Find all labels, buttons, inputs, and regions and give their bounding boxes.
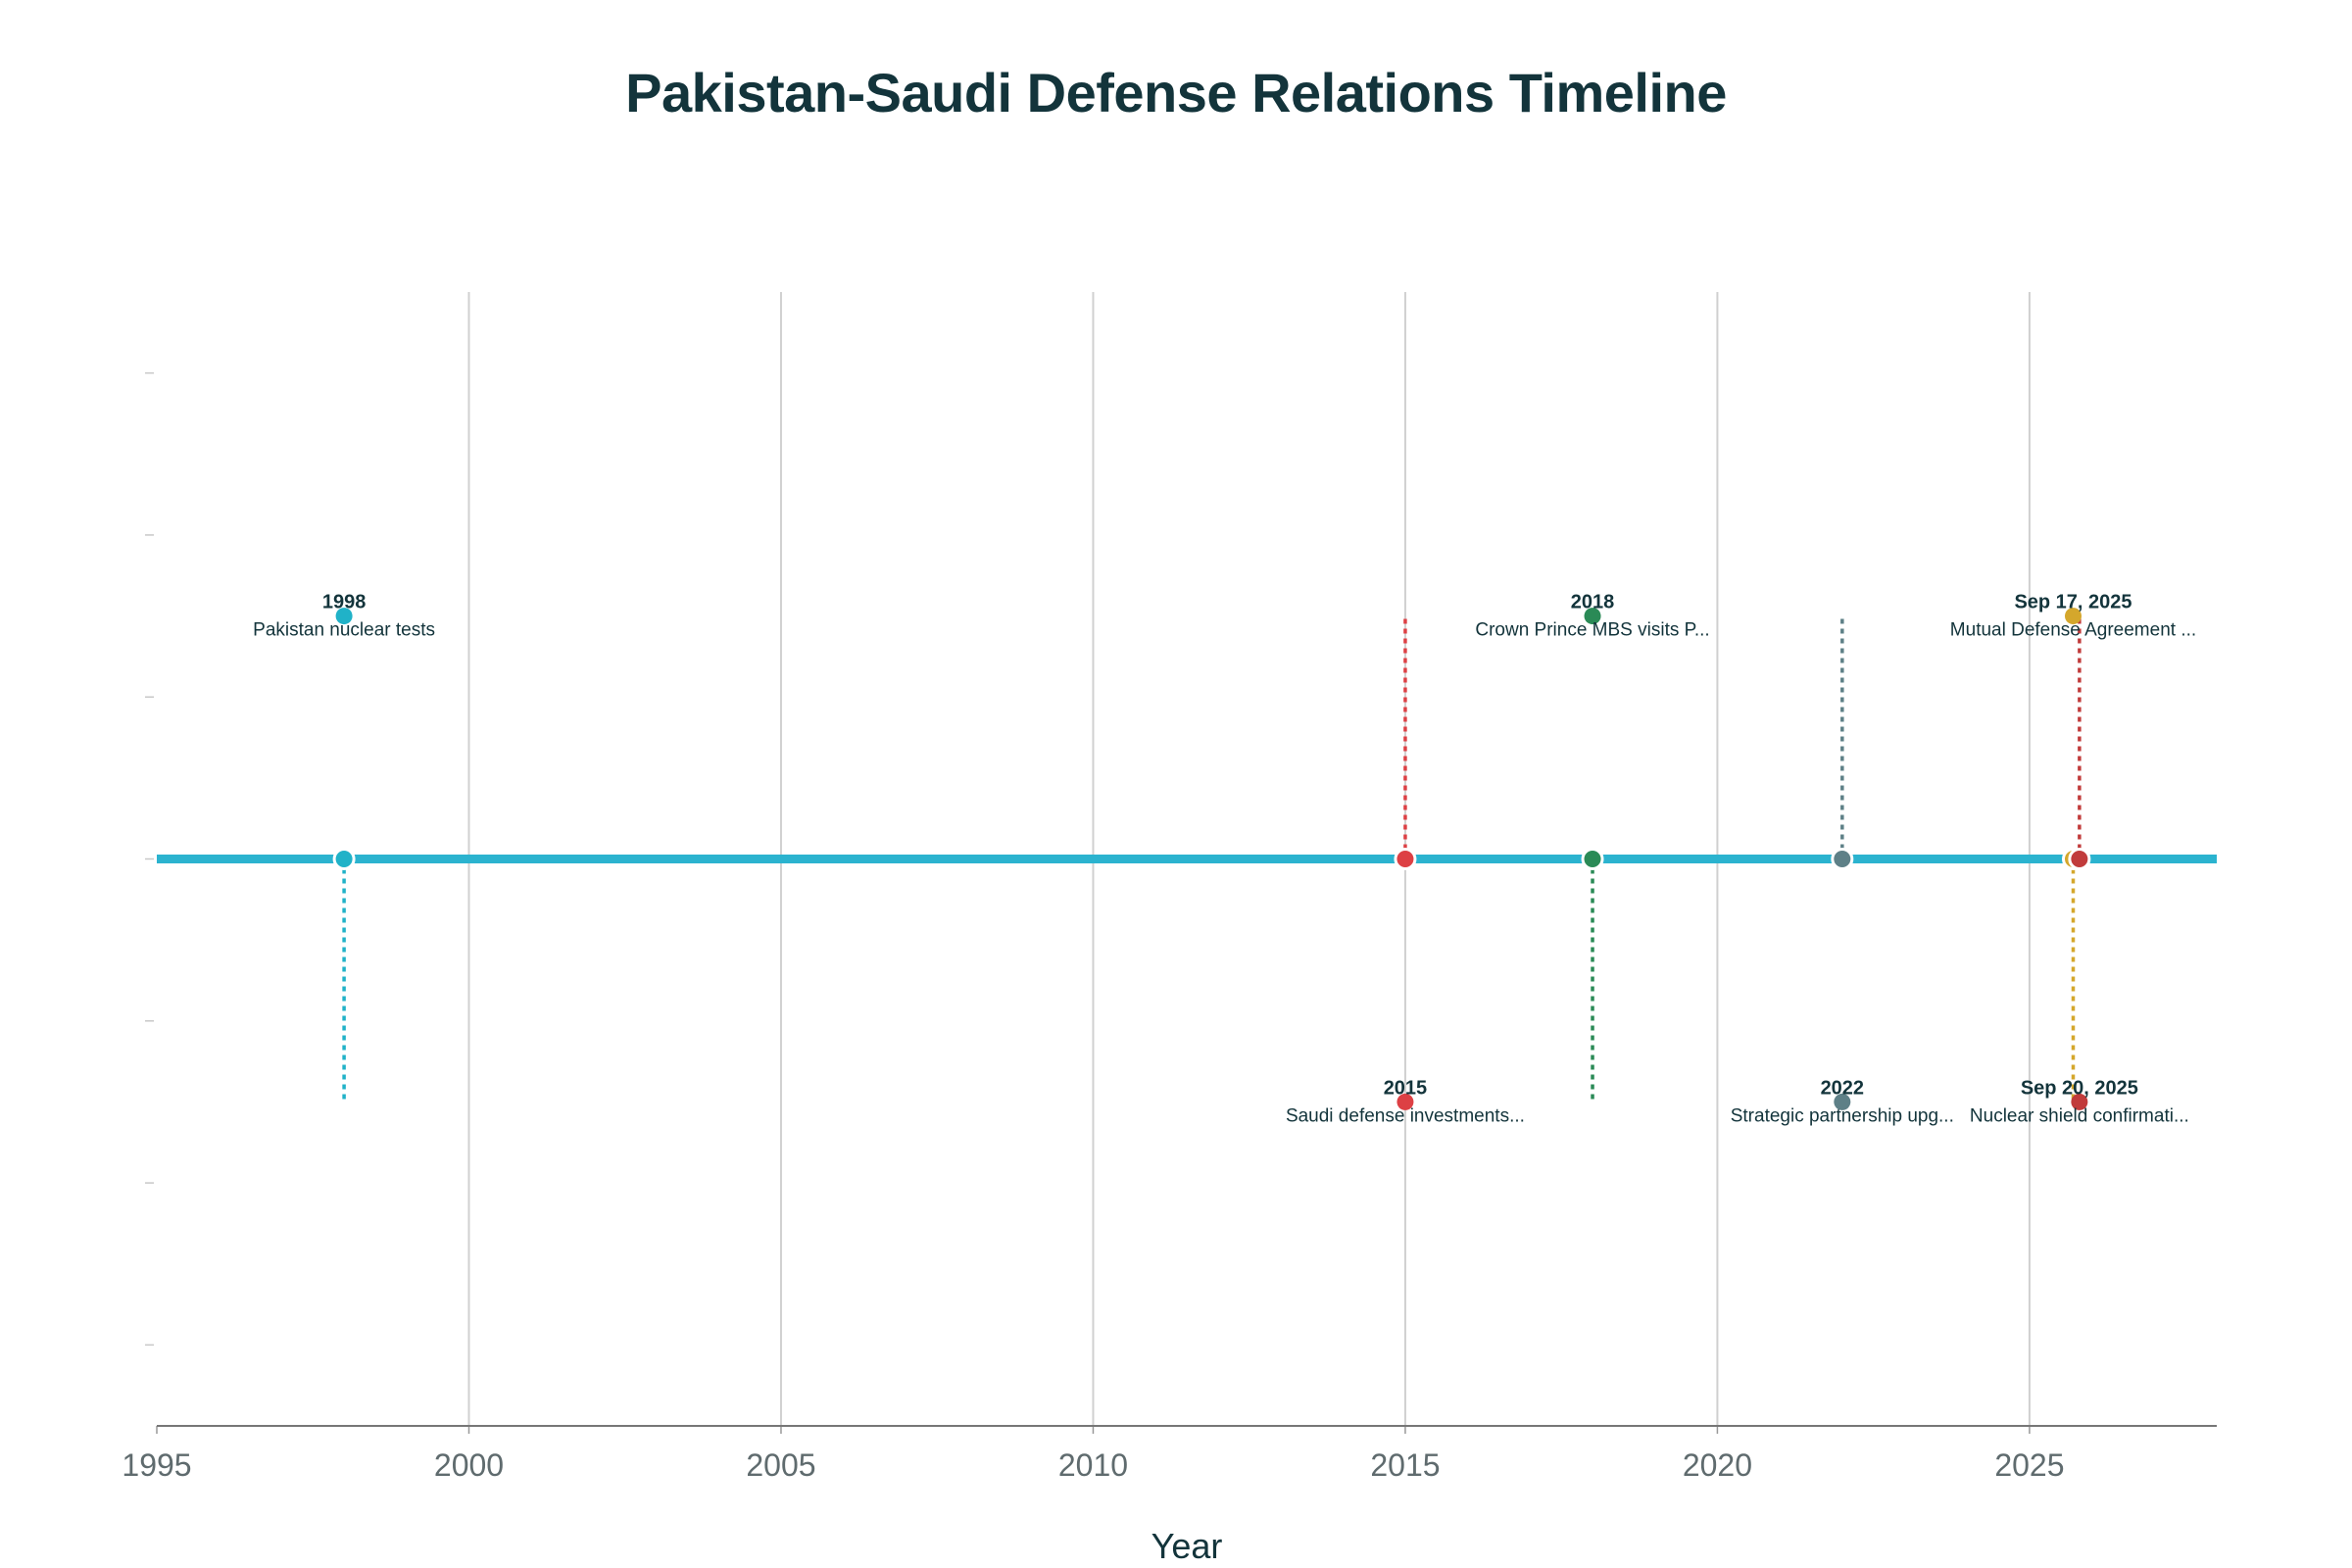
event-description: Nuclear shield confirmati... [1970,1105,2189,1126]
event-description: Mutual Defense Agreement ... [1950,620,2196,641]
x-tick-label: 2000 [434,1447,504,1483]
marker-layer [332,608,2091,1110]
event-label-marker [1396,1093,1414,1110]
x-axis-title: Year [1152,1526,1223,1566]
axis-layer: 1995 2000 2005 2010 2015 2020 2025 [122,371,2217,1483]
event-date-label: 1998 [322,592,367,613]
event-marker [1581,848,1604,870]
stem-layer [342,615,2082,1102]
event-date-label: Sep 17, 2025 [2014,592,2132,613]
event-date-label: 2015 [1384,1077,1428,1099]
event-marker [1394,848,1417,870]
event-description: Saudi defense investments... [1286,1105,1525,1126]
event-description: Crown Prince MBS visits P... [1475,620,1709,641]
event-date-label: Sep 20, 2025 [2021,1077,2138,1099]
event-date-label: 2022 [1821,1077,1865,1099]
event-marker [332,848,356,870]
event-marker [1831,848,1854,870]
label-layer: 1998 Pakistan nuclear tests 2015 Saudi defe… [253,592,2196,1127]
x-tick-label: 2010 [1058,1447,1128,1483]
event-description: Strategic partnership upg... [1731,1105,1954,1126]
event-date-label: 2018 [1571,592,1615,613]
event-label-marker [1834,1093,1851,1110]
event-label-marker [2071,1093,2088,1110]
event-marker [2068,848,2091,870]
x-tick-label: 2025 [1994,1447,2064,1483]
event-label-marker [1584,608,1601,625]
x-tick-label: 2020 [1683,1447,1752,1483]
event-description: Pakistan nuclear tests [253,620,435,641]
x-tick-label: 2015 [1370,1447,1440,1483]
x-tick-label: 1995 [122,1447,191,1483]
x-tick-label: 2005 [746,1447,815,1483]
event-label-marker [335,608,353,625]
event-label-marker [2064,608,2082,625]
chart-title: Pakistan-Saudi Defense Relations Timelin… [625,62,1727,123]
